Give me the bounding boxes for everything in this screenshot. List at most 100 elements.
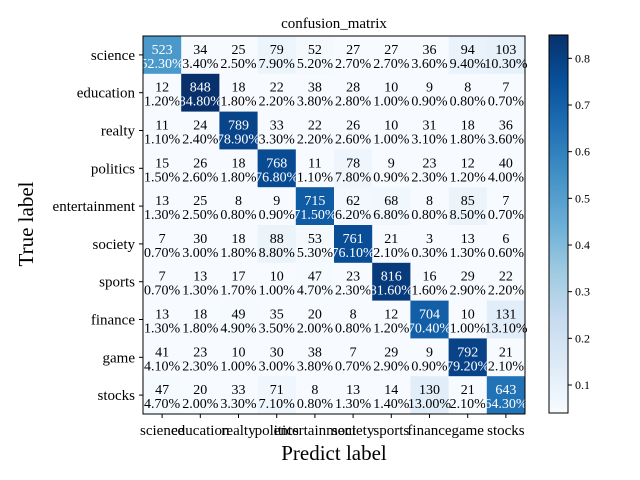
cell-percent-label: 2.40%	[182, 133, 219, 148]
heatmap-cell	[143, 338, 182, 377]
cell-percent-label: 1.20%	[450, 170, 487, 185]
heatmap-cell	[410, 338, 449, 377]
cell-count-label: 8	[311, 383, 318, 398]
cell-percent-label: 2.50%	[182, 208, 219, 223]
heatmap-cell	[219, 187, 258, 226]
heatmap-cell	[334, 187, 373, 226]
heatmap-cell	[295, 73, 335, 112]
cell-count-label: 22	[308, 119, 322, 134]
heatmap-cell	[372, 338, 411, 377]
cell-percent-label: 3.00%	[182, 246, 219, 261]
y-tick-label: sports	[99, 275, 135, 291]
cell-count-label: 13	[461, 232, 475, 247]
cell-count-label: 30	[193, 232, 207, 247]
heatmap-cell	[334, 36, 373, 75]
cell-percent-label: 8.80%	[259, 246, 296, 261]
colorbar-tick-label: 0.3	[575, 285, 590, 299]
heatmap-cell	[143, 300, 182, 339]
heatmap-cell	[448, 225, 488, 264]
heatmap-cell	[219, 338, 258, 377]
cell-count-label: 68	[384, 194, 398, 209]
heatmap-cell	[181, 73, 220, 112]
cell-count-label: 3	[426, 232, 433, 247]
cell-percent-label: 4.90%	[220, 322, 257, 337]
heatmap-cell	[181, 225, 220, 264]
heatmap-cell	[372, 262, 411, 301]
cell-count-label: 7	[502, 194, 509, 209]
x-tick-label: finance	[407, 423, 451, 439]
heatmap-cell	[410, 187, 449, 226]
cell-count-label: 47	[308, 270, 322, 285]
cell-percent-label: 1.40%	[373, 397, 410, 412]
cell-count-label: 25	[232, 43, 246, 58]
heatmap-cell	[448, 376, 488, 415]
cell-count-label: 18	[232, 232, 246, 247]
cell-percent-label: 0.70%	[488, 95, 525, 110]
cell-percent-label: 1.10%	[144, 133, 181, 148]
cell-percent-label: 5.20%	[297, 57, 334, 72]
heatmap-cell	[257, 111, 297, 150]
cell-percent-label: 4.70%	[297, 284, 334, 299]
cell-count-label: 10	[232, 345, 246, 360]
cell-percent-label: 0.70%	[488, 208, 525, 223]
x-tick-label: society	[332, 423, 375, 439]
cell-count-label: 27	[384, 43, 398, 58]
cell-count-label: 20	[193, 383, 207, 398]
heatmap-cell	[486, 36, 526, 75]
cell-percent-label: 3.10%	[411, 133, 448, 148]
heatmap-cell	[410, 262, 449, 301]
cell-count-label: 18	[232, 81, 246, 96]
heatmap-cell	[372, 73, 411, 112]
cell-percent-label: 2.00%	[297, 322, 334, 337]
cell-count-label: 10	[270, 270, 284, 285]
cell-percent-label: 6.80%	[373, 208, 410, 223]
cell-percent-label: 3.60%	[488, 133, 525, 148]
cell-count-label: 792	[457, 345, 478, 360]
cell-percent-label: 2.20%	[488, 284, 525, 299]
heatmap-cell	[257, 149, 297, 188]
cell-count-label: 78	[346, 156, 360, 171]
heatmap-cell	[372, 225, 411, 264]
cell-count-label: 18	[461, 119, 475, 134]
cell-count-label: 7	[159, 270, 166, 285]
cell-count-label: 35	[270, 308, 284, 323]
x-tick-label: sports	[373, 423, 409, 439]
heatmap-cell	[410, 300, 449, 339]
cell-count-label: 38	[308, 81, 322, 96]
cell-count-label: 8	[464, 81, 471, 96]
x-tick-label: politics	[255, 423, 299, 439]
cell-percent-label: 79.20%	[446, 359, 490, 374]
heatmap-cell	[295, 225, 335, 264]
cell-percent-label: 1.00%	[450, 322, 487, 337]
cell-count-label: 768	[266, 156, 287, 171]
cell-percent-label: 4.10%	[144, 359, 181, 374]
y-tick-label: game	[103, 350, 136, 366]
cell-count-label: 17	[232, 270, 246, 285]
cell-percent-label: 71.50%	[293, 208, 337, 223]
heatmap-cell	[295, 187, 335, 226]
heatmap-cell	[257, 338, 297, 377]
colorbar-tick-label: 0.1	[575, 378, 590, 392]
cell-count-label: 7	[159, 232, 166, 247]
cell-count-label: 33	[232, 383, 246, 398]
cell-percent-label: 0.80%	[411, 208, 448, 223]
cell-count-label: 704	[419, 308, 440, 323]
heatmap-cells	[143, 36, 526, 415]
cell-count-label: 9	[388, 156, 395, 171]
cell-count-label: 24	[193, 119, 207, 134]
heatmap-cell	[295, 262, 335, 301]
cell-percent-label: 1.70%	[220, 284, 257, 299]
heatmap-cell	[448, 36, 488, 75]
colorbar-tick-label: 0.7	[575, 98, 590, 112]
heatmap-cell	[410, 36, 449, 75]
y-tick-label: society	[93, 237, 136, 253]
cell-percent-label: 2.60%	[182, 170, 219, 185]
cell-percent-label: 1.30%	[182, 284, 219, 299]
cell-count-label: 12	[384, 308, 398, 323]
cell-count-label: 25	[193, 194, 207, 209]
heatmap-cell	[448, 300, 488, 339]
cell-percent-label: 2.60%	[335, 133, 372, 148]
heatmap-cell	[448, 338, 488, 377]
heatmap-cell	[219, 149, 258, 188]
cell-count-label: 13	[155, 194, 169, 209]
